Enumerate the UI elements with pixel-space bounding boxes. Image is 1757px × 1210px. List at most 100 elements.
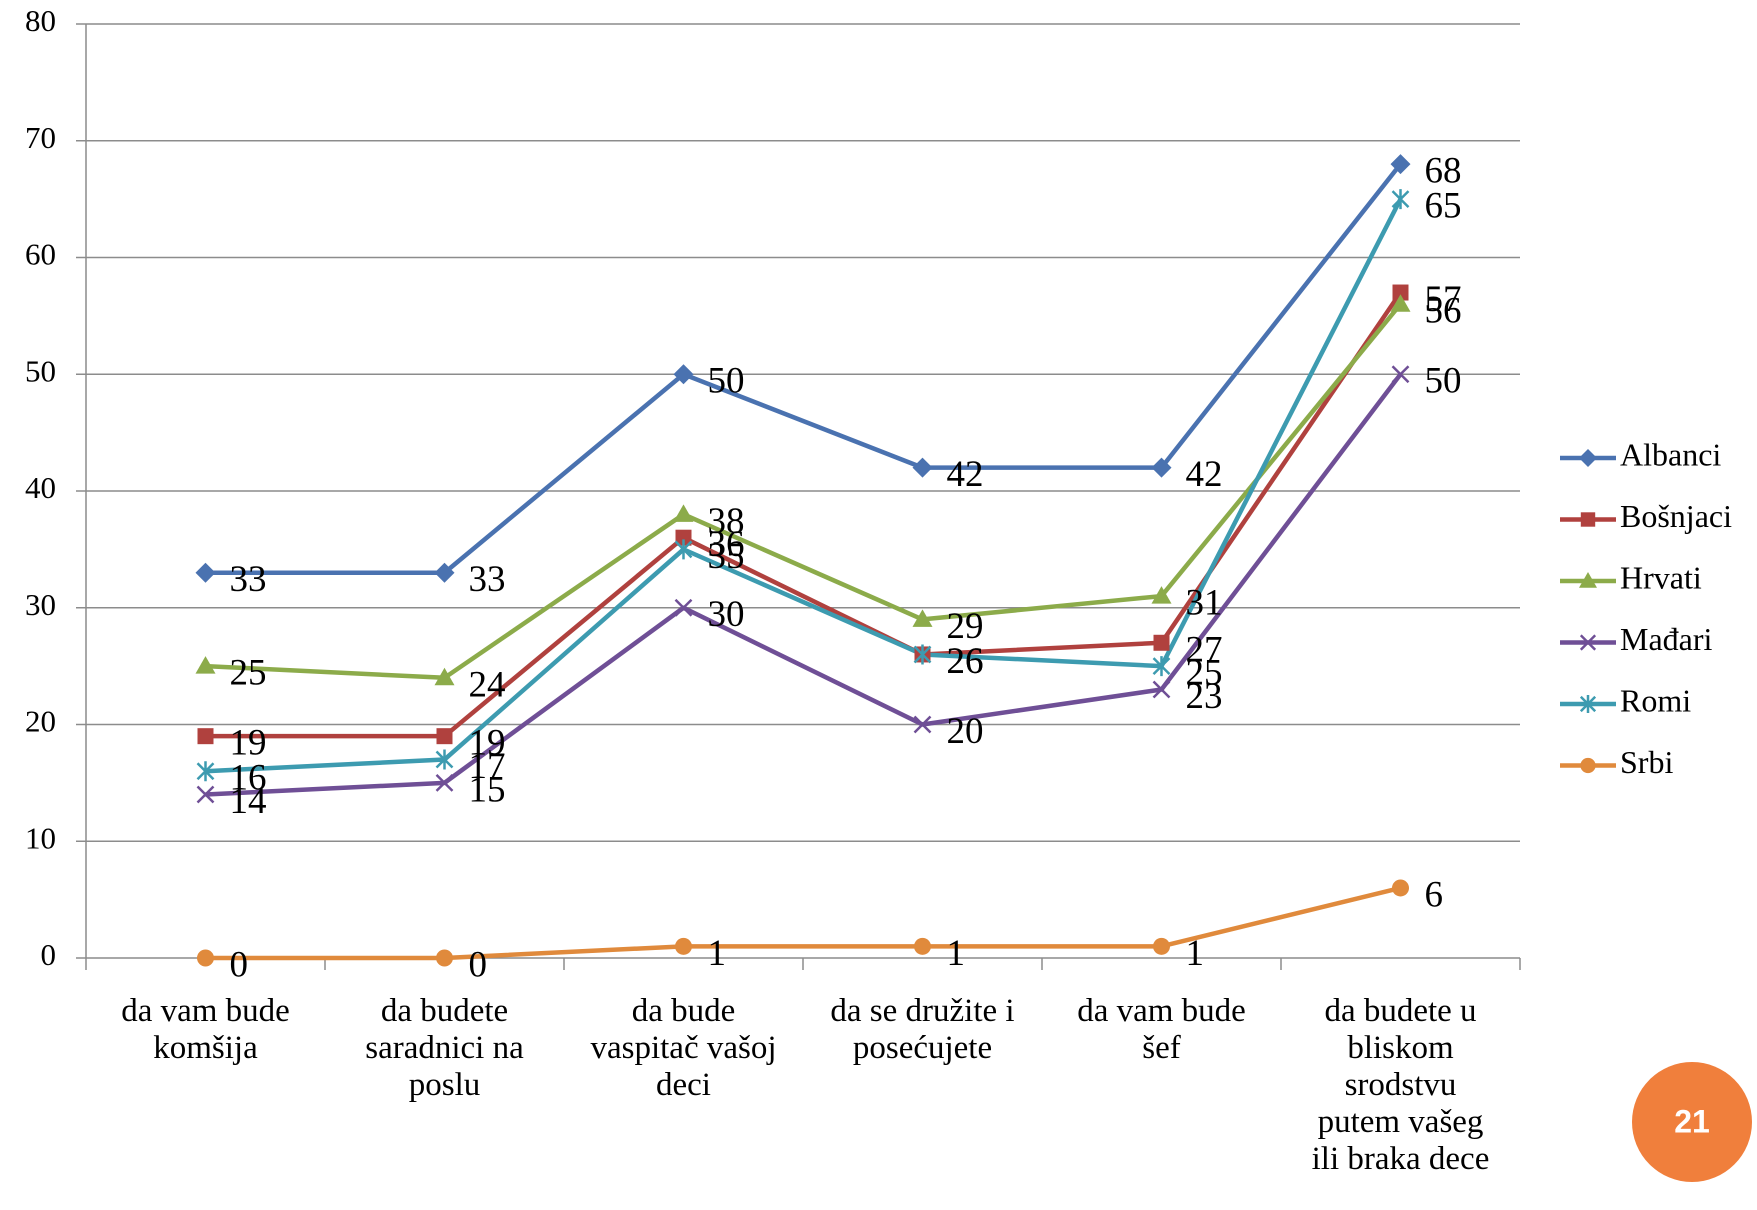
data-label: 33 — [230, 559, 267, 600]
data-label: 29 — [947, 606, 984, 647]
marker — [914, 937, 931, 955]
data-label: 27 — [1186, 629, 1223, 670]
marker — [196, 761, 215, 782]
marker — [1153, 937, 1170, 955]
data-label: 0 — [469, 944, 488, 985]
data-label: 50 — [708, 361, 745, 402]
marker — [1390, 154, 1411, 175]
marker — [1579, 449, 1597, 467]
series-line — [205, 885, 1402, 961]
marker — [1579, 572, 1597, 588]
marker — [436, 949, 453, 967]
x-tick-label-line: srodstvu — [1345, 1067, 1457, 1103]
data-label: 0 — [230, 944, 249, 985]
x-tick-label-line: komšija — [153, 1030, 258, 1066]
data-label: 19 — [230, 723, 267, 764]
marker — [674, 539, 693, 560]
y-tick-label: 60 — [25, 237, 56, 272]
x-tick-label-line: da vam bude — [121, 993, 290, 1029]
marker — [436, 728, 453, 745]
x-tick-label: da budete saradnici na poslu — [365, 993, 524, 1103]
page-badge — [1632, 1062, 1752, 1182]
x-tick-label-line: poslu — [409, 1067, 481, 1103]
legend-label: Mađari — [1620, 621, 1713, 657]
x-tick-label-line: saradnici na — [365, 1030, 524, 1066]
data-label: 6 — [1425, 874, 1444, 915]
marker — [673, 504, 694, 522]
legend-label: Srbi — [1620, 744, 1673, 780]
x-tick-label: da vam bude komšija — [121, 993, 290, 1066]
marker — [912, 457, 933, 478]
marker — [1580, 757, 1596, 774]
marker — [1153, 634, 1170, 651]
marker — [1152, 680, 1171, 699]
x-tick-label-line: da budete — [381, 993, 508, 1029]
y-tick-label: 50 — [25, 353, 56, 388]
x-tick-label-line: da vam bude — [1077, 993, 1246, 1029]
data-label: 57 — [1425, 279, 1462, 320]
marker — [912, 609, 933, 627]
marker — [1390, 294, 1411, 312]
marker — [196, 785, 215, 804]
data-label: 15 — [469, 769, 506, 810]
marker — [673, 364, 694, 385]
marker — [197, 728, 214, 745]
data-label: 19 — [469, 723, 506, 764]
data-label: 30 — [708, 594, 745, 635]
data-label: 36 — [708, 524, 745, 565]
x-tick-label-line: da budete u — [1324, 993, 1476, 1029]
y-tick-label: 20 — [25, 704, 56, 739]
series-line — [205, 198, 1403, 774]
x-tick-label: da vam bude šef — [1077, 993, 1246, 1066]
data-label: 1 — [708, 933, 727, 974]
x-tick-label-line: deci — [656, 1067, 711, 1103]
y-tick-label: 30 — [25, 587, 56, 622]
x-tick-label-line: ili braka dece — [1312, 1141, 1490, 1177]
data-label: 24 — [469, 664, 506, 705]
marker — [195, 562, 216, 583]
data-label: 38 — [708, 501, 745, 542]
marker — [1151, 586, 1172, 604]
data-label: 42 — [947, 454, 984, 495]
marker — [1392, 284, 1409, 301]
data-label: 33 — [469, 559, 506, 600]
marker — [435, 773, 454, 792]
series-line — [205, 162, 1403, 575]
marker — [1580, 512, 1596, 527]
x-tick-label: da bude vaspitač vašoj deci — [590, 993, 776, 1103]
marker — [1391, 365, 1410, 384]
series-line — [205, 372, 1403, 797]
x-tick-label-line: da se družite i — [830, 993, 1014, 1029]
x-tick-label-line: bliskom — [1347, 1030, 1454, 1066]
legend-label: Albanci — [1620, 436, 1721, 472]
y-tick-label: 80 — [25, 3, 56, 38]
legend-label: Romi — [1620, 682, 1691, 718]
y-tick-label: 0 — [41, 937, 57, 972]
marker — [197, 949, 214, 967]
marker — [1579, 634, 1597, 651]
marker — [435, 749, 454, 770]
data-label: 35 — [708, 536, 745, 577]
data-label: 25 — [1186, 653, 1223, 694]
data-label: 20 — [947, 711, 984, 752]
marker — [1151, 457, 1172, 478]
marker — [195, 656, 216, 674]
page-number: 21 — [1674, 1103, 1710, 1139]
y-tick-label: 10 — [25, 820, 56, 855]
x-tick-label-line: putem vašeg — [1318, 1104, 1484, 1140]
marker — [913, 644, 932, 665]
data-label: 1 — [1186, 933, 1205, 974]
data-label: 42 — [1186, 454, 1223, 495]
y-tick-label: 70 — [25, 120, 56, 155]
data-label: 65 — [1425, 186, 1462, 227]
data-label: 68 — [1425, 151, 1462, 192]
data-label: 17 — [469, 746, 506, 787]
data-label: 16 — [230, 758, 267, 799]
data-label: 50 — [1425, 361, 1462, 402]
data-label: 23 — [1186, 676, 1223, 717]
x-tick-label-line: posećujete — [853, 1030, 992, 1066]
legend-label: Bošnjaci — [1620, 498, 1732, 534]
data-label: 26 — [947, 641, 984, 682]
marker — [675, 529, 692, 546]
